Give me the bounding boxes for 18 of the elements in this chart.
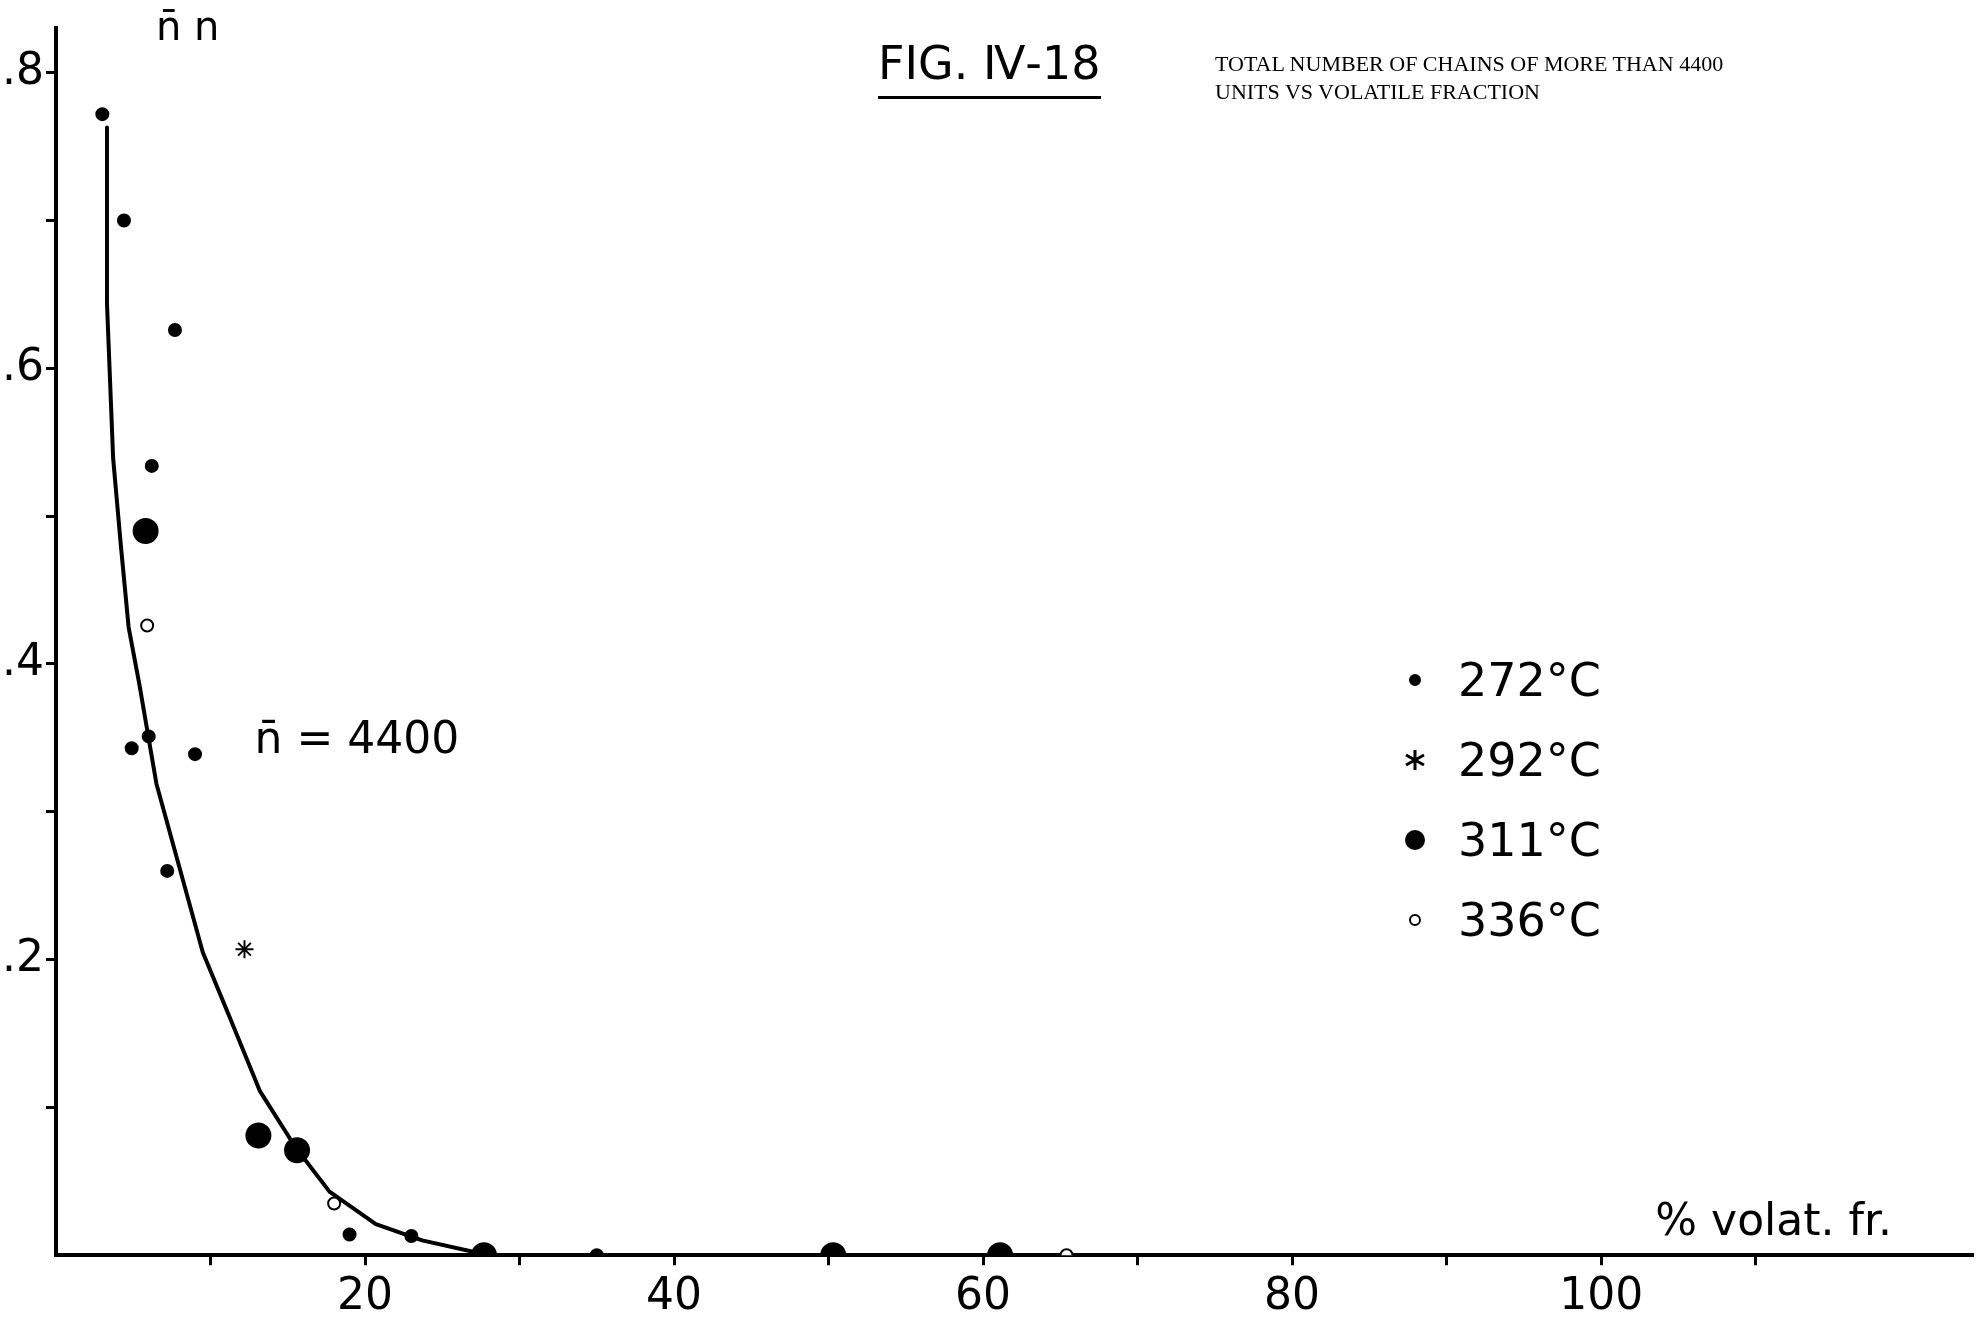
legend-label: 336°C	[1458, 892, 1601, 949]
x-axis-title: % volat. fr.	[1655, 1194, 1892, 1246]
annotation: n̄ = 4400	[254, 711, 460, 763]
legend-label: 311°C	[1458, 812, 1601, 869]
legend-label: 272°C	[1458, 652, 1601, 709]
y-tick-label: .8	[2, 43, 44, 95]
x-tick-label: 40	[646, 1268, 703, 1320]
chart-title: FIG. Ⅳ-18	[878, 36, 1101, 99]
y-tick-label: .2	[2, 930, 44, 982]
y-axis-title: n̄ n	[155, 3, 220, 49]
x-tick-label: 60	[955, 1268, 1012, 1320]
y-tick-label: .4	[2, 634, 44, 686]
x-tick-label: 20	[337, 1268, 394, 1320]
legend-label: 292°C	[1458, 732, 1601, 789]
x-tick-label: 100	[1559, 1268, 1644, 1320]
x-tick-label: 80	[1264, 1268, 1321, 1320]
text: TOTAL NUMBER OF CHAINS OF MORE THAN 4400 UNITS VS VOLATILE FRACTION	[1215, 50, 1725, 106]
y-tick-label: .6	[2, 338, 44, 390]
